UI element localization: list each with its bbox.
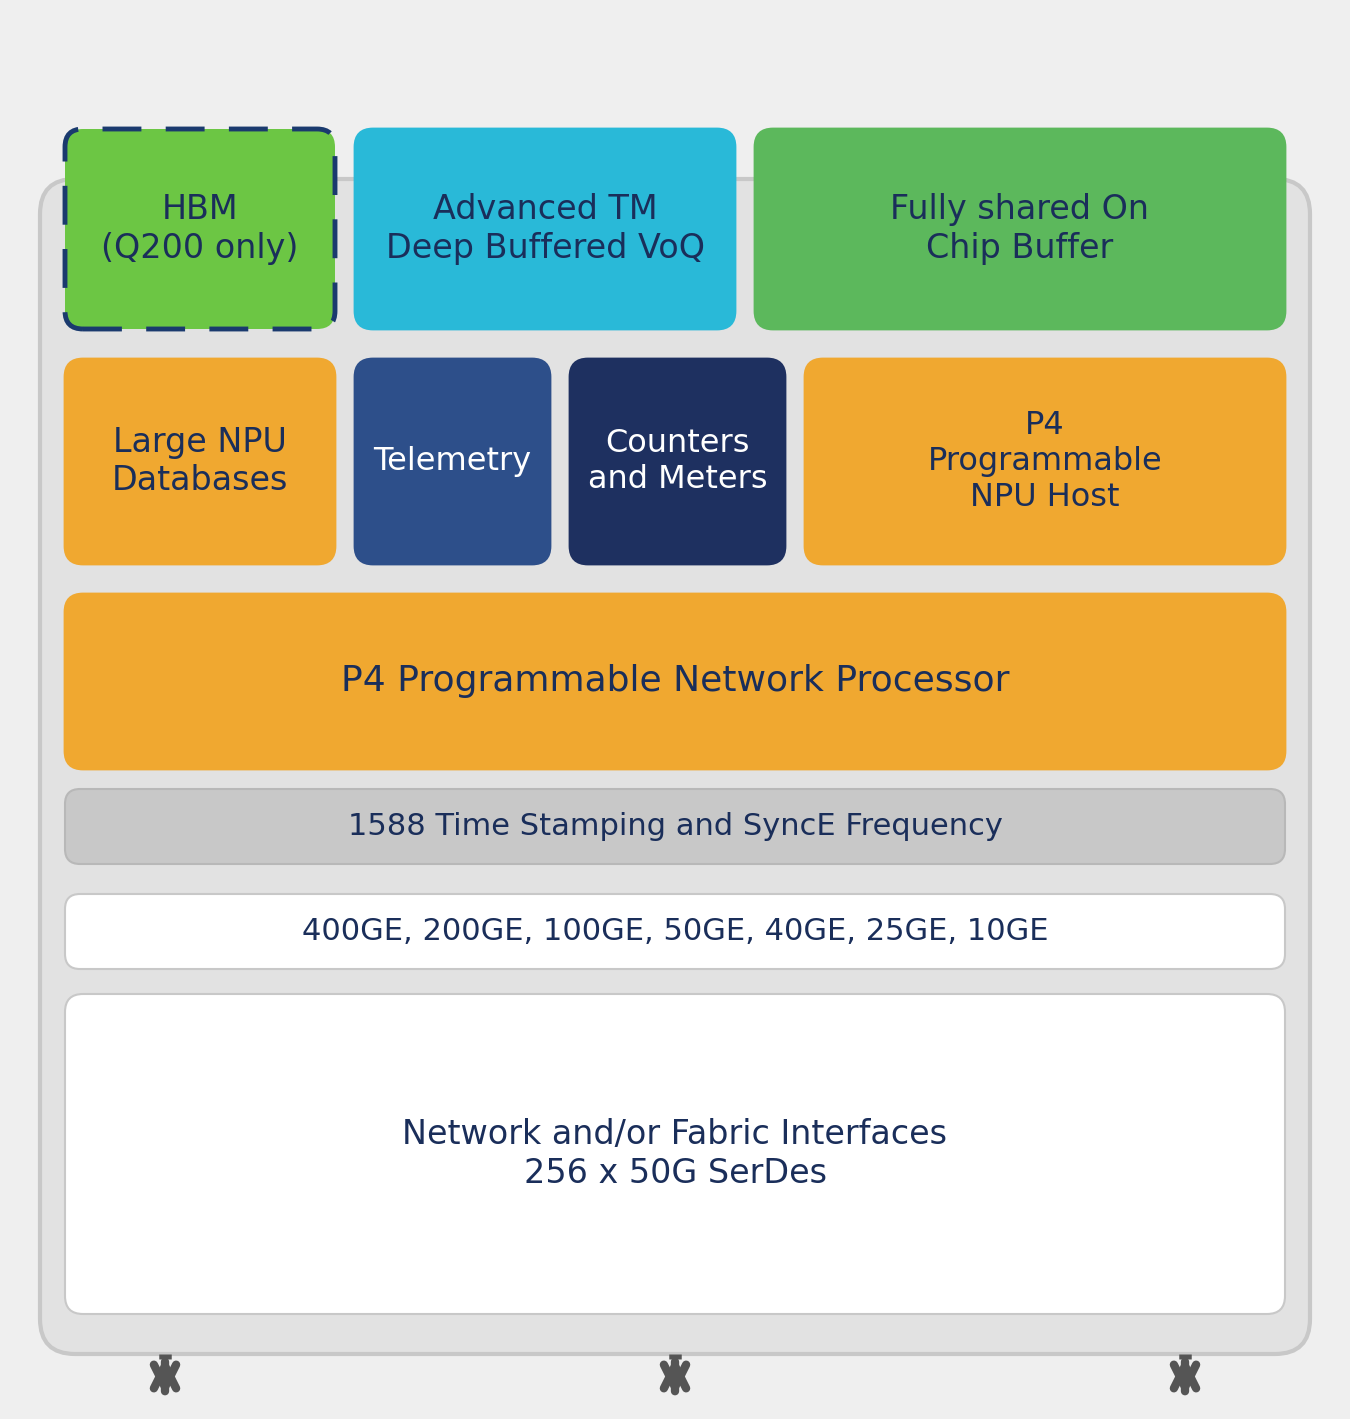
FancyBboxPatch shape	[355, 129, 734, 329]
Text: Telemetry: Telemetry	[374, 446, 532, 477]
FancyBboxPatch shape	[65, 129, 335, 329]
FancyBboxPatch shape	[65, 789, 1285, 864]
Text: P4
Programmable
NPU Host: P4 Programmable NPU Host	[927, 410, 1162, 512]
Text: Counters
and Meters: Counters and Meters	[587, 429, 767, 495]
Text: Fully shared On
Chip Buffer: Fully shared On Chip Buffer	[891, 193, 1149, 264]
FancyBboxPatch shape	[65, 595, 1285, 769]
Text: Large NPU
Databases: Large NPU Databases	[112, 426, 288, 497]
Text: Advanced TM
Deep Buffered VoQ: Advanced TM Deep Buffered VoQ	[386, 193, 705, 264]
Text: 400GE, 200GE, 100GE, 50GE, 40GE, 25GE, 10GE: 400GE, 200GE, 100GE, 50GE, 40GE, 25GE, 1…	[302, 917, 1048, 946]
FancyBboxPatch shape	[805, 359, 1285, 563]
FancyBboxPatch shape	[40, 179, 1310, 1354]
FancyBboxPatch shape	[65, 894, 1285, 969]
FancyBboxPatch shape	[65, 359, 335, 563]
Text: 1588 Time Stamping and SyncE Frequency: 1588 Time Stamping and SyncE Frequency	[347, 812, 1003, 841]
Text: Network and/or Fabric Interfaces
256 x 50G SerDes: Network and/or Fabric Interfaces 256 x 5…	[402, 1118, 948, 1189]
FancyBboxPatch shape	[570, 359, 784, 563]
FancyBboxPatch shape	[65, 993, 1285, 1314]
FancyBboxPatch shape	[755, 129, 1285, 329]
Text: HBM
(Q200 only): HBM (Q200 only)	[101, 193, 298, 264]
FancyBboxPatch shape	[355, 359, 549, 563]
Text: P4 Programmable Network Processor: P4 Programmable Network Processor	[340, 664, 1010, 698]
